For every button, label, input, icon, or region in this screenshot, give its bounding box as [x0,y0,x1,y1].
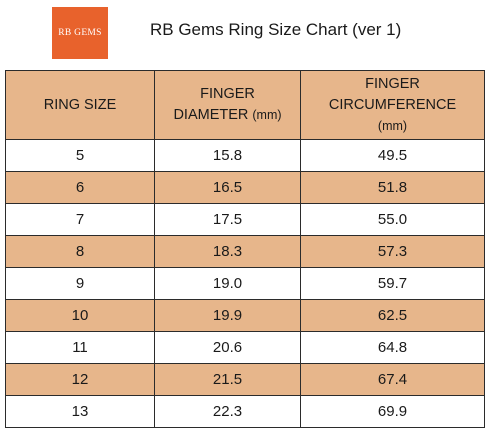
ring-size-cell: 11 [5,331,155,364]
diameter-cell: 19.9 [154,299,301,332]
table-row: 12 21.5 67.4 [5,363,485,396]
table-row: 8 18.3 57.3 [5,235,485,268]
table-row: 11 20.6 64.8 [5,331,485,364]
circumference-cell: 57.3 [300,235,485,268]
table-row: 10 19.9 62.5 [5,299,485,332]
circumference-cell: 49.5 [300,139,485,172]
circumference-cell: 59.7 [300,267,485,300]
diameter-cell: 15.8 [154,139,301,172]
table-row: 13 22.3 69.9 [5,395,485,428]
logo-text: RB GEMS [58,28,102,38]
circumference-cell: 64.8 [300,331,485,364]
header-circumference-line1: FINGER [365,75,420,92]
header-diameter-unit: (mm) [252,108,282,122]
circumference-cell: 51.8 [300,171,485,204]
header-finger-circumference: FINGER CIRCUMFERENCE (mm) [300,70,485,140]
diameter-cell: 17.5 [154,203,301,236]
header-finger-diameter: FINGER DIAMETER (mm) [154,70,301,140]
circumference-cell: 55.0 [300,203,485,236]
diameter-cell: 21.5 [154,363,301,396]
header-diameter-line1: FINGER [200,86,255,102]
table-row: 6 16.5 51.8 [5,171,485,204]
header-circumference-unit: (mm) [377,118,408,133]
ring-size-cell: 13 [5,395,155,428]
header-ring-size-label: RING SIZE [43,96,117,113]
header-diameter-line2: DIAMETER [173,107,249,123]
header-ring-size: RING SIZE [5,70,155,140]
brand-logo: RB GEMS [52,7,108,59]
table-body: 5 15.8 49.5 6 16.5 51.8 7 17.5 55.0 8 18… [5,139,485,428]
diameter-cell: 20.6 [154,331,301,364]
page-title: RB Gems Ring Size Chart (ver 1) [150,20,402,39]
diameter-cell: 18.3 [154,235,301,268]
table-row: 5 15.8 49.5 [5,139,485,172]
ring-size-cell: 12 [5,363,155,396]
circumference-cell: 62.5 [300,299,485,332]
ring-size-table: RING SIZE FINGER DIAMETER (mm) FINGER CI… [5,70,485,428]
table-row: 9 19.0 59.7 [5,267,485,300]
header-row: RING SIZE FINGER DIAMETER (mm) FINGER CI… [5,70,485,140]
diameter-cell: 16.5 [154,171,301,204]
table-header: RING SIZE FINGER DIAMETER (mm) FINGER CI… [5,70,485,140]
ring-size-cell: 8 [5,235,155,268]
ring-size-cell: 5 [5,139,155,172]
ring-size-cell: 10 [5,299,155,332]
ring-size-cell: 7 [5,203,155,236]
table-row: 7 17.5 55.0 [5,203,485,236]
ring-size-cell: 9 [5,267,155,300]
header-circumference-line2: CIRCUMFERENCE [328,96,457,113]
circumference-cell: 69.9 [300,395,485,428]
diameter-cell: 19.0 [154,267,301,300]
circumference-cell: 67.4 [300,363,485,396]
ring-size-cell: 6 [5,171,155,204]
diameter-cell: 22.3 [154,395,301,428]
